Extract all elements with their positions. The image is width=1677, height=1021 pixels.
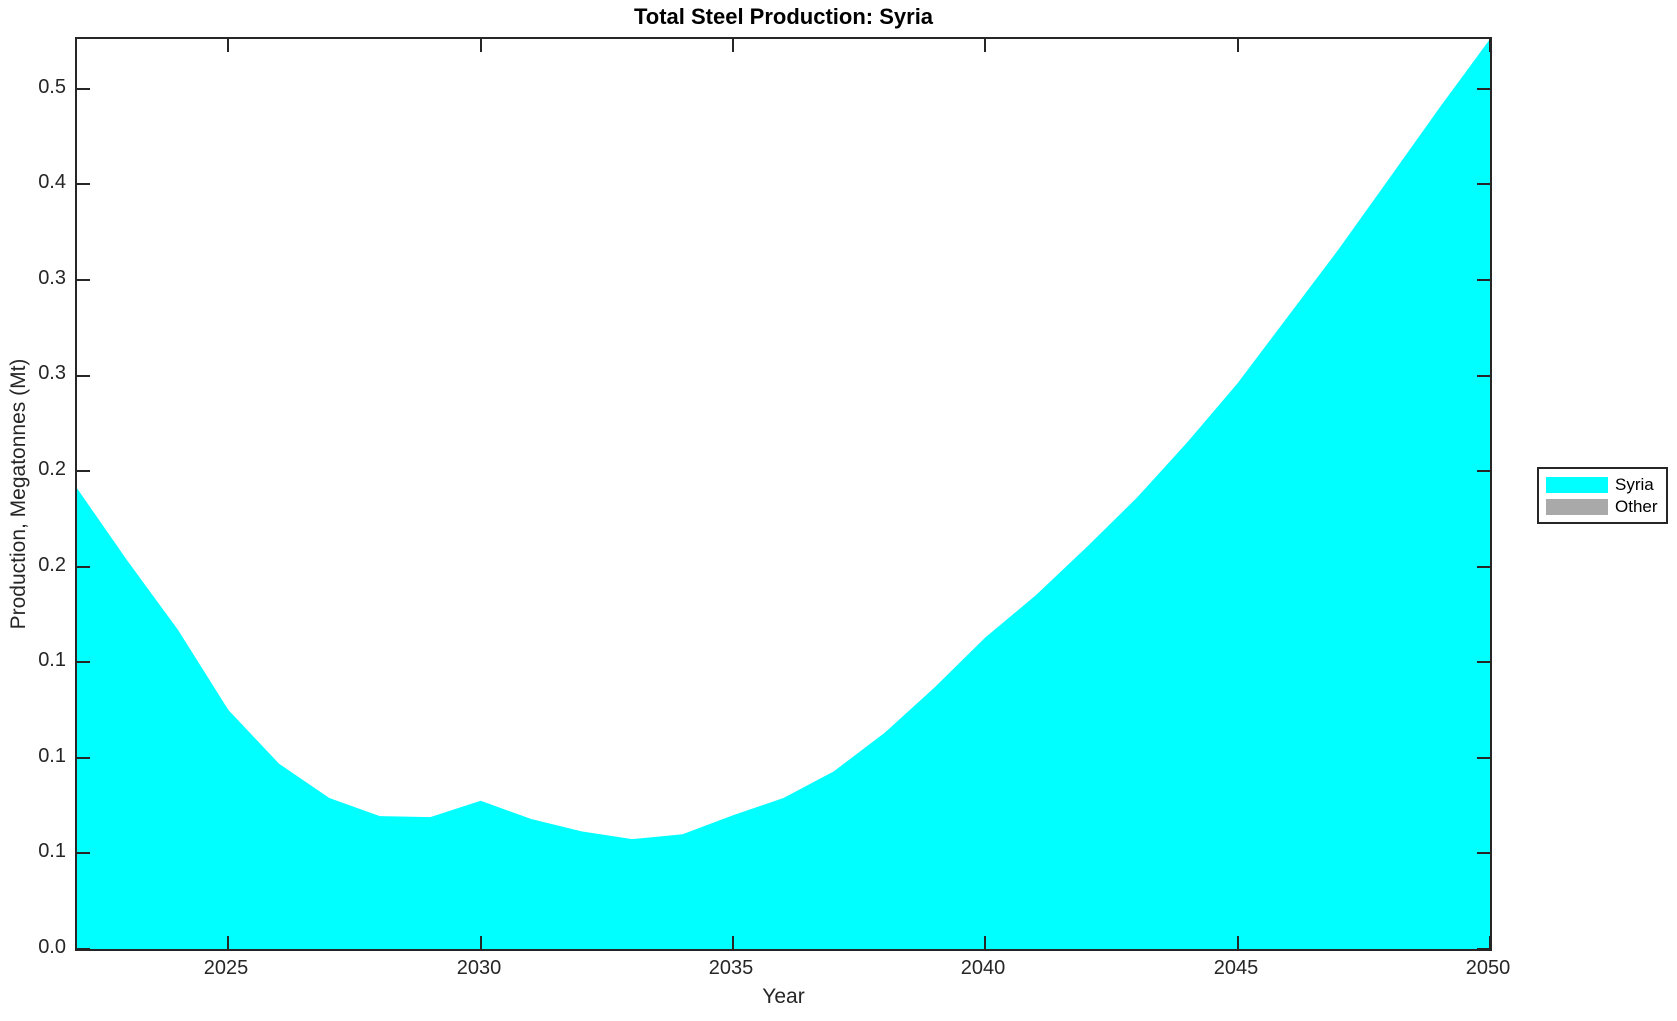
x-tick-mark-top [732,39,734,52]
x-tick-mark [227,936,230,949]
x-tick-mark [1489,936,1491,949]
y-tick-mark-right [1477,87,1490,90]
legend-label-other: Other [1615,496,1658,516]
chart-title: Total Steel Production: Syria [633,4,934,29]
x-tick-mark-top [1236,39,1239,52]
y-axis-label: Production, Megatonnes (Mt) [7,358,30,630]
area-series-syria [77,39,1490,949]
y-tick-label: 0.0 [38,936,66,958]
y-tick-label: 0.3 [38,362,66,384]
y-tick-label: 0.2 [38,458,66,480]
y-tick-mark-right [1477,661,1490,664]
y-tick-mark [77,756,90,759]
plot-area [75,37,1492,951]
x-tick-label: 2050 [1465,957,1511,979]
x-tick-mark [732,936,734,949]
legend-swatch-syria [1546,476,1608,493]
x-axis-label: Year [762,985,805,1008]
x-tick-label: 2045 [1213,957,1259,979]
x-tick-label: 2040 [960,957,1006,979]
y-tick-mark [77,183,90,186]
x-tick-mark-top [1489,39,1491,52]
y-tick-label: 0.2 [38,554,66,576]
y-tick-mark [77,661,90,664]
y-tick-mark-right [1477,565,1490,568]
y-tick-label: 0.1 [38,649,66,671]
x-tick-mark [984,936,987,949]
legend-row-other: Other [1546,496,1666,516]
legend: Syria Other [1537,467,1668,524]
x-tick-label: 2030 [456,957,502,979]
y-tick-mark-right [1477,374,1490,377]
y-tick-label: 0.3 [38,267,66,289]
y-tick-label: 0.5 [38,76,66,98]
x-tick-label: 2025 [203,957,249,979]
y-tick-mark [77,278,90,281]
area-chart-canvas [77,39,1490,949]
y-tick-label: 0.4 [38,171,66,193]
legend-row-syria: Syria [1546,474,1666,494]
y-tick-mark-right [1477,948,1490,950]
x-tick-mark-top [984,39,987,52]
y-tick-mark [77,87,90,90]
x-tick-label: 2035 [708,957,754,979]
y-tick-mark-right [1477,852,1490,855]
y-tick-mark-right [1477,470,1490,473]
y-tick-mark [77,565,90,568]
y-tick-mark [77,470,90,473]
x-tick-mark-top [227,39,230,52]
y-tick-label: 0.1 [38,840,66,862]
y-tick-mark [77,852,90,855]
x-tick-mark-top [479,39,482,52]
x-tick-mark [1236,936,1239,949]
y-tick-label: 0.1 [38,745,66,767]
y-tick-mark-right [1477,756,1490,759]
legend-swatch-other [1546,498,1608,515]
y-tick-mark-right [1477,278,1490,281]
y-tick-mark [77,948,90,950]
y-tick-mark-right [1477,183,1490,186]
x-tick-mark [479,936,482,949]
y-tick-mark [77,374,90,377]
legend-label-syria: Syria [1615,474,1654,494]
